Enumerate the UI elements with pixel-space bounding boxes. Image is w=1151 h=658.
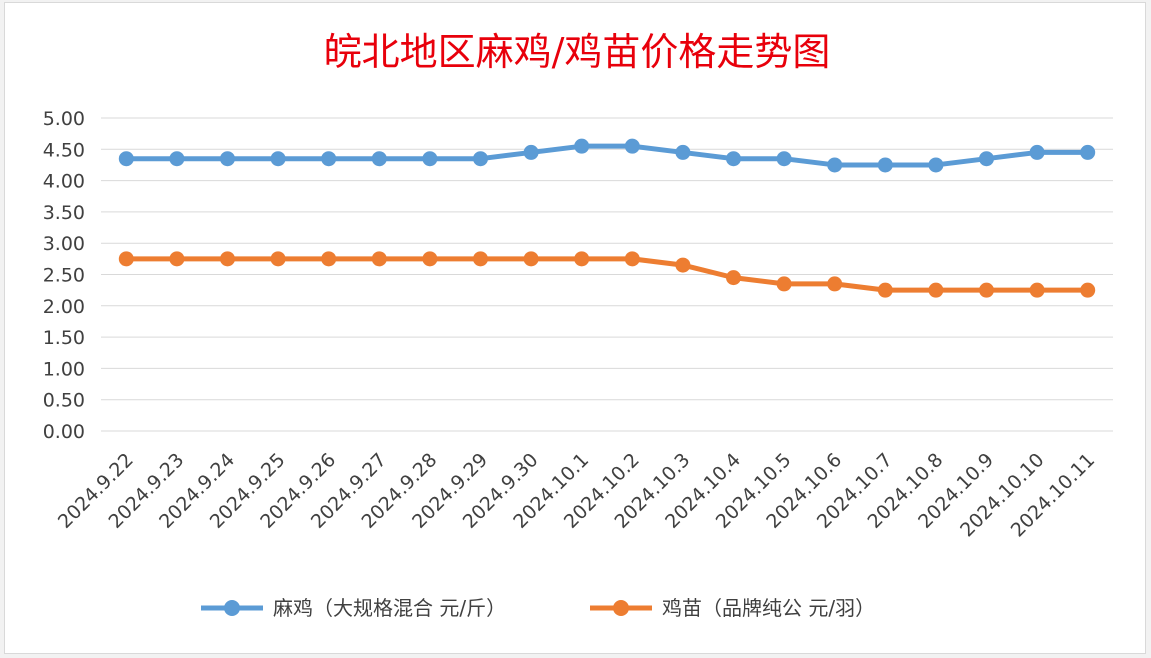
data-point (776, 151, 792, 167)
data-point (877, 282, 893, 298)
data-point (776, 276, 792, 292)
legend: 麻鸡（大规格混合 元/斤） 鸡苗（品牌纯公 元/羽） (201, 596, 875, 620)
data-point (169, 251, 185, 267)
gridlines (101, 117, 1113, 432)
data-point (1029, 282, 1045, 298)
y-axis: 0.00 0.50 1.00 1.50 2.00 2.50 3.00 3.50 4.00 4.50… (43, 108, 85, 443)
chart-frame: 皖北地区麻鸡/鸡苗价格走势图 0.00 0.50 1.00 1.50 2.00 2.50 3… (4, 2, 1146, 654)
series-layer (118, 138, 1096, 298)
data-point (523, 251, 539, 267)
data-point (270, 251, 286, 267)
chart-title: 皖北地区麻鸡/鸡苗价格走势图 (324, 30, 831, 74)
chart: 皖北地区麻鸡/鸡苗价格走势图 0.00 0.50 1.00 1.50 2.00 2.50 3… (43, 30, 1113, 620)
data-point (118, 151, 134, 167)
y-tick-label: 2.00 (43, 296, 85, 318)
y-tick-label: 0.50 (43, 390, 85, 412)
series-line (123, 256, 1091, 293)
y-tick-label: 3.00 (43, 233, 85, 255)
data-point (877, 157, 893, 173)
y-tick-label: 4.50 (43, 139, 85, 161)
legend-swatch-marker (224, 600, 240, 616)
data-point (523, 144, 539, 160)
y-tick-label: 2.50 (43, 265, 85, 287)
data-point (928, 157, 944, 173)
data-point (624, 138, 640, 154)
data-point (574, 251, 590, 267)
data-point (321, 151, 337, 167)
data-point (422, 151, 438, 167)
data-point (422, 251, 438, 267)
data-point (473, 151, 488, 167)
y-tick-label: 4.00 (43, 171, 85, 193)
data-point (574, 138, 590, 154)
data-point (473, 251, 488, 267)
y-tick-label: 1.00 (43, 358, 85, 380)
series-line (123, 143, 1091, 168)
data-point (270, 151, 286, 167)
data-point (1080, 144, 1096, 160)
data-point (979, 282, 994, 298)
data-point (827, 276, 843, 292)
data-point (1080, 282, 1096, 298)
y-tick-label: 1.50 (43, 327, 85, 349)
data-point (979, 151, 994, 167)
data-point (371, 251, 387, 267)
data-point (118, 251, 134, 267)
y-tick-label: 3.50 (43, 202, 85, 224)
data-point (1029, 144, 1045, 160)
data-point (371, 151, 387, 167)
legend-item: 麻鸡（大规格混合 元/斤） (201, 596, 506, 620)
data-point (827, 157, 843, 173)
data-point (928, 282, 944, 298)
legend-item: 鸡苗（品牌纯公 元/羽） (590, 596, 875, 620)
legend-label: 麻鸡（大规格混合 元/斤） (273, 596, 506, 620)
series-1 (118, 251, 1096, 298)
legend-label: 鸡苗（品牌纯公 元/羽） (662, 596, 875, 620)
data-point (220, 151, 235, 167)
y-tick-label: 0.00 (43, 421, 85, 443)
data-point (726, 151, 741, 167)
data-point (624, 251, 640, 267)
data-point (726, 270, 741, 286)
data-point (220, 251, 235, 267)
data-point (675, 144, 691, 160)
series-0 (118, 138, 1096, 173)
data-point (675, 257, 691, 273)
data-point (321, 251, 337, 267)
y-tick-label: 5.00 (43, 108, 85, 130)
data-point (169, 151, 185, 167)
legend-swatch-marker (613, 600, 629, 616)
x-axis: 2024.9.222024.9.232024.9.242024.9.252024… (54, 449, 1099, 541)
